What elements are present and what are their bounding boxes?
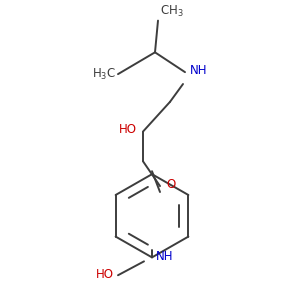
Text: CH$_3$: CH$_3$ (160, 4, 184, 19)
Text: HO: HO (96, 268, 114, 281)
Text: NH: NH (156, 250, 173, 263)
Text: HO: HO (119, 123, 137, 136)
Text: O: O (166, 178, 175, 190)
Text: NH: NH (190, 64, 208, 76)
Text: H$_3$C: H$_3$C (92, 67, 116, 82)
